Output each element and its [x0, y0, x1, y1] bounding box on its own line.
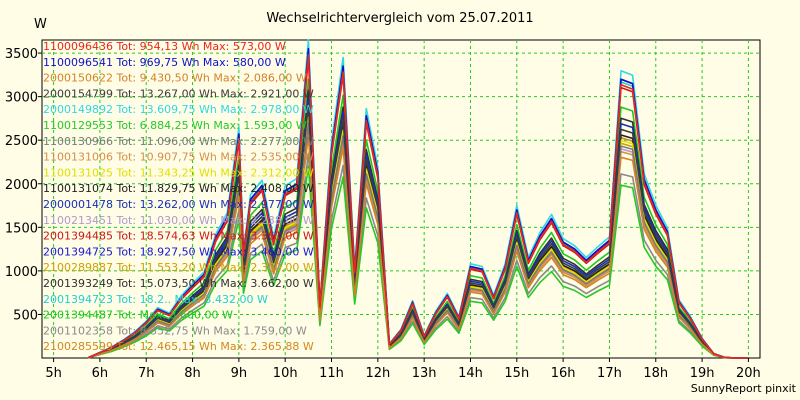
legend: 1100096436 Tot: 954,13 Wh Max: 573,00 W 1… [43, 40, 314, 353]
legend-entry: 2000150622 Tot: 9.430,50 Wh Max: 2.086,0… [43, 72, 307, 85]
legend-entry: 1100131025 Tot: 11.343,25 Wh Max: 2.312,… [43, 166, 314, 179]
x-tick-label: 10h [273, 366, 298, 381]
x-tick-label: 19h [690, 366, 715, 381]
footer-label: SunnyReport pinxit [691, 382, 797, 395]
legend-entry: 1100213451 Tot: 11.030,00 Wh Max: 2.238,… [43, 214, 314, 227]
chart-title: Wechselrichtervergleich vom 25.07.2011 [266, 11, 533, 26]
legend-entry: 2001394485 Tot: 18.574,63 Wh Max: 3.361,… [43, 230, 314, 243]
legend-entry: 1100096541 Tot: 969,75 Wh Max: 580,00 W [43, 56, 286, 69]
x-tick-label: 11h [319, 366, 344, 381]
y-tick-label: 1500 [5, 221, 38, 236]
plot-frame [41, 39, 761, 359]
x-tick-label: 16h [551, 366, 576, 381]
legend-entry: 1100096436 Tot: 954,13 Wh Max: 573,00 W [43, 40, 286, 53]
x-tick-label: 8h [184, 366, 201, 381]
legend-entry: 2000001478 Tot: 13.262,00 Wh Max: 2.977,… [43, 198, 314, 211]
x-tick-label: 20h [736, 366, 761, 381]
legend-entry: 2100285599 Tot: 12.465,15 Wh Max: 2.365,… [43, 340, 314, 353]
x-tick-label: 9h [231, 366, 248, 381]
series-line-1100129553 [88, 165, 749, 359]
y-tick-label: 500 [13, 308, 38, 323]
x-tick-label: 7h [138, 366, 155, 381]
x-tick-label: 17h [597, 366, 622, 381]
x-tick-label: 5h [45, 366, 62, 381]
legend-entry: 1100131006 Tot: 10.907,75 Wh Max: 2.535,… [43, 151, 314, 164]
y-tick-label: 2000 [5, 178, 38, 193]
series-group [87, 39, 749, 359]
series-line-1100096436 [87, 54, 749, 359]
legend-entry: 2000149892 Tot: 13.609,75 Wh Max: 2.978,… [43, 103, 314, 116]
y-axis: 500 1000 1500 2000 2500 3000 3500 [5, 47, 42, 323]
legend-entry: 2001393249 Tot: 15.073,50 Wh Max: 3.662,… [43, 277, 314, 290]
y-tick-label: 1000 [5, 265, 38, 280]
x-axis: 5h 6h 7h 8h 9h 10h 11h 12h 13h 14h 15h 16h 17h 18h 19h… [45, 358, 761, 381]
legend-entry: 1100129553 Tot: 6.884,25 Wh Max: 1.593,0… [43, 119, 307, 132]
y-tick-label: 2500 [5, 134, 38, 149]
x-tick-label: 13h [412, 366, 437, 381]
y-tick-label: 3000 [5, 91, 38, 106]
x-tick-label: 14h [458, 366, 483, 381]
series-line-2000154799 [88, 103, 749, 359]
x-tick-label: 18h [643, 366, 668, 381]
legend-entry: 2001394487 Tot: Max: 3.600,00 W [43, 309, 233, 322]
legend-entry: 1100130966 Tot: 11.096,00 Wh Max: 2.277,… [43, 135, 314, 148]
legend-entry: 2100289887 Tot: 11.553,20 Wh Max: 2.350,… [43, 261, 314, 274]
x-tick-label: 15h [504, 366, 529, 381]
y-axis-label: W [34, 17, 47, 32]
legend-entry: 2001394723 Tot: 18.2.. Max: 3.432,00 W [43, 293, 268, 306]
y-tick-label: 3500 [5, 47, 38, 62]
legend-entry: 1100131074 Tot: 11.829,75 Wh Max: 2.408,… [43, 182, 314, 195]
x-tick-label: 12h [365, 366, 390, 381]
x-tick-label: 6h [92, 366, 109, 381]
legend-entry: 2001102358 Tot: 8.352,75 Wh Max: 1.759,0… [43, 324, 307, 337]
legend-entry: 2000154799 Tot: 13.267,00 Wh Max: 2.921,… [43, 87, 314, 100]
series-line-2000150622 [88, 134, 749, 359]
legend-entry: 2001394725 Tot: 18.927,50 Wh Max: 3.460,… [43, 245, 314, 258]
